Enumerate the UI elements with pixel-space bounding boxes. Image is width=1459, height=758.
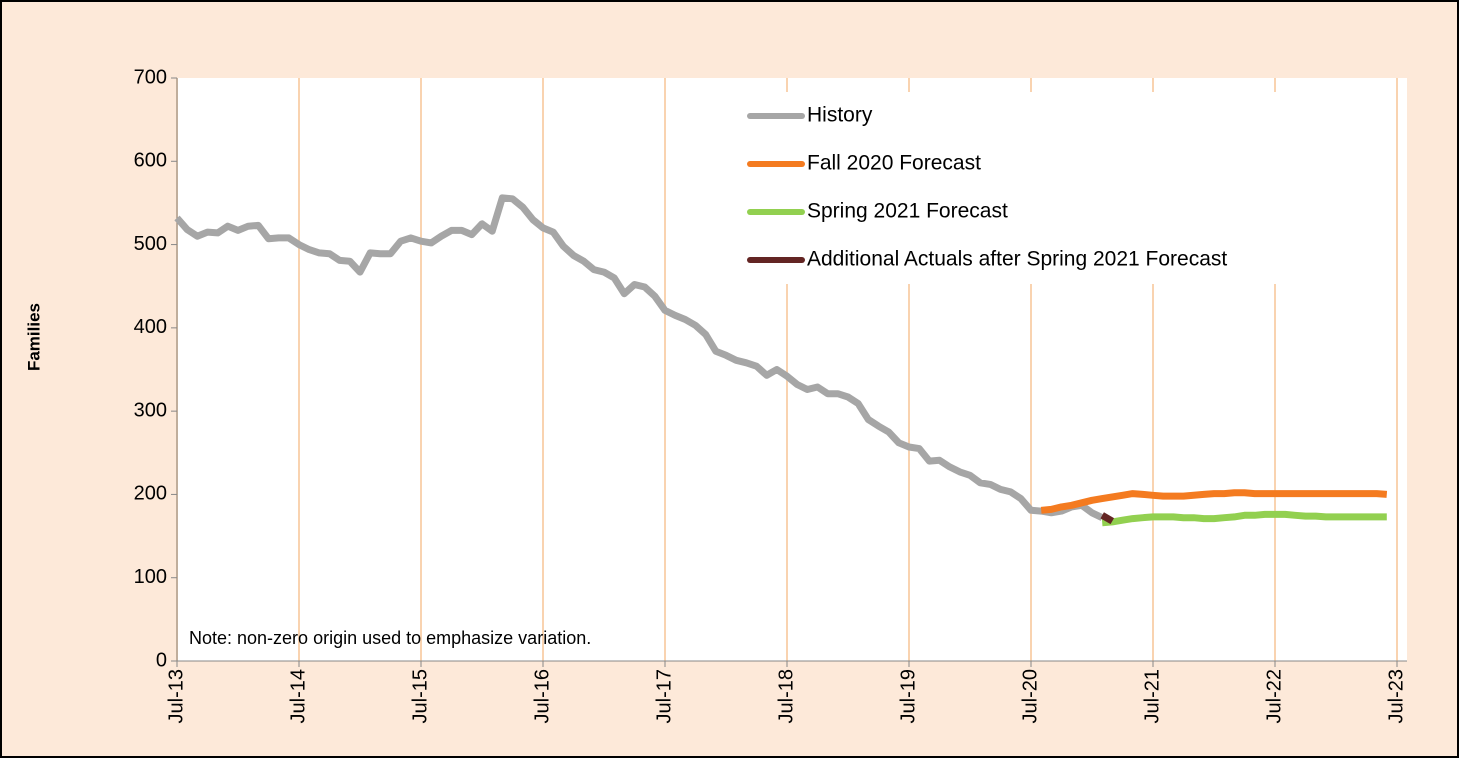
- legend-label: Spring 2021 Forecast: [807, 200, 1008, 223]
- legend-label: Additional Actuals after Spring 2021 For…: [807, 248, 1227, 271]
- x-tick-label: Jul-19: [897, 669, 919, 723]
- x-tick-label: Jul-20: [1019, 669, 1041, 723]
- y-tick-label: 400: [134, 316, 167, 338]
- x-tick-label: Jul-23: [1385, 669, 1407, 723]
- y-tick-label: 600: [134, 150, 167, 172]
- series-line: [174, 194, 1104, 521]
- series-line: [1100, 512, 1115, 525]
- x-tick-label: Jul-22: [1263, 669, 1285, 723]
- x-tick-label: Jul-18: [775, 669, 797, 723]
- x-tick-label: Jul-17: [653, 669, 675, 723]
- y-tick-label: 200: [134, 483, 167, 505]
- y-tick-label: 700: [134, 66, 167, 88]
- annotation: Note: non-zero origin used to emphasize …: [189, 628, 591, 648]
- x-tick-label: Jul-14: [287, 669, 309, 723]
- x-tick-label: Jul-13: [165, 669, 187, 723]
- y-tick-label: 300: [134, 399, 167, 421]
- legend-label: History: [807, 104, 873, 127]
- y-tick-label: 100: [134, 566, 167, 588]
- series-line: [1040, 489, 1388, 514]
- legend-box: [738, 92, 1313, 284]
- series-line: [1101, 510, 1387, 527]
- x-tick-label: Jul-21: [1141, 669, 1163, 723]
- y-axis-label: Families: [24, 303, 43, 371]
- x-tick-label: Jul-15: [409, 669, 431, 723]
- y-tick-label: 500: [134, 233, 167, 255]
- y-tick-label: 0: [156, 649, 167, 671]
- x-tick-label: Jul-16: [531, 669, 553, 723]
- legend-label: Fall 2020 Forecast: [807, 152, 981, 175]
